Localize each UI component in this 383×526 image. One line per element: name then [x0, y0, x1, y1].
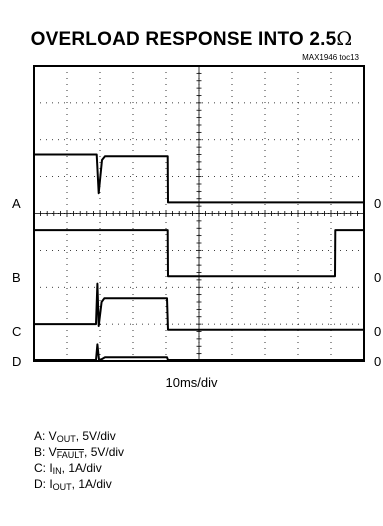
channel-label-D: D — [12, 354, 22, 369]
legend-suffix: , 1A/div — [71, 477, 112, 491]
channel-label-C: C — [12, 323, 22, 339]
channel-label-A: A — [12, 196, 21, 212]
zero-marker-D: 0 — [374, 354, 382, 369]
legend-suffix: , 5V/div — [84, 445, 125, 459]
trace-B — [34, 229, 364, 278]
channel-label-B: B — [12, 270, 21, 286]
trace-A — [34, 153, 364, 204]
ohm-symbol: Ω — [336, 28, 353, 50]
legend-prefix: D: I — [34, 477, 53, 491]
legend-subscript: OUT — [56, 434, 76, 444]
legend-item: C: IIN, 1A/div — [34, 460, 102, 479]
zero-marker-C: 0 — [374, 323, 382, 339]
legend-prefix: B: V — [34, 445, 57, 459]
trace-C — [34, 282, 364, 331]
legend-item: A: VOUT, 5V/div — [34, 428, 116, 447]
trace-D — [34, 343, 364, 361]
zero-marker-A: 0 — [374, 196, 382, 212]
legend-suffix: , 5V/div — [75, 429, 116, 443]
legend-prefix: A: V — [34, 429, 57, 443]
legend-item: D: IOUT, 1A/div — [34, 476, 112, 495]
zero-marker-B: 0 — [374, 270, 382, 286]
legend-subscript: FAULT — [56, 450, 85, 460]
legend-subscript: OUT — [52, 482, 72, 492]
legend-prefix: C: I — [34, 461, 53, 475]
legend-suffix: , 1A/div — [61, 461, 102, 475]
chart-title: OVERLOAD RESPONSE INTO 2.5Ω — [0, 28, 383, 51]
legend-subscript: IN — [52, 466, 62, 476]
legend-item: B: VFAULT, 5V/div — [34, 444, 124, 463]
chart-title-text: OVERLOAD RESPONSE INTO 2.5 — [30, 29, 337, 50]
x-scale-label: 10ms/div — [165, 375, 218, 390]
part-number: MAX1946 toc13 — [302, 53, 359, 62]
